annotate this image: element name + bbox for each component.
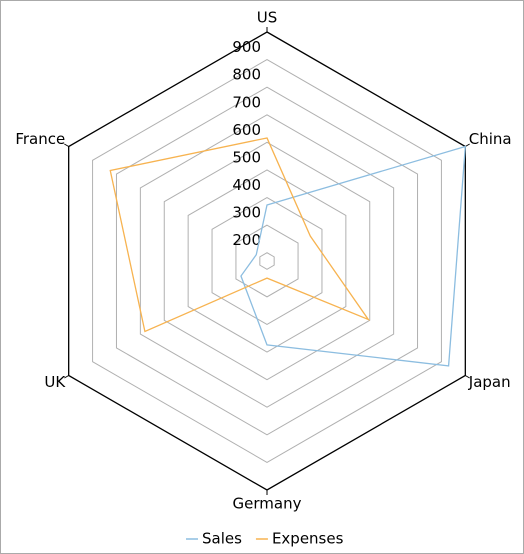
legend-label: Sales — [202, 530, 242, 548]
category-label: Germany — [233, 495, 302, 513]
grid-ring — [259, 252, 275, 270]
category-label: China — [469, 130, 512, 148]
grid-ring — [115, 86, 419, 436]
grid-ring — [211, 196, 323, 326]
r-tick-label: 700 — [232, 93, 261, 111]
grid-ring — [235, 224, 299, 298]
category-label: France — [15, 130, 65, 148]
r-tick-label: 400 — [232, 176, 261, 194]
r-tick-label: 200 — [232, 231, 261, 249]
r-tick-label: 500 — [232, 148, 261, 166]
category-label: UK — [44, 373, 66, 391]
r-tick-label: 300 — [232, 204, 261, 222]
r-tick-label: 600 — [232, 121, 261, 139]
grid-ring — [92, 59, 442, 463]
r-tick-label: 800 — [232, 66, 261, 84]
axis-tick — [465, 143, 470, 147]
grid-ring — [139, 114, 395, 408]
grid-ring — [187, 169, 347, 353]
grid-ring — [163, 141, 371, 381]
axis-tick — [465, 375, 470, 379]
series-line — [109, 137, 371, 333]
category-label: Japan — [468, 373, 511, 391]
legend-label: Expenses — [272, 530, 344, 548]
axis-tick — [64, 375, 69, 379]
axis-tick — [64, 143, 69, 147]
r-tick-label: 900 — [232, 38, 261, 56]
series-line — [240, 145, 467, 367]
category-label: US — [257, 9, 278, 27]
